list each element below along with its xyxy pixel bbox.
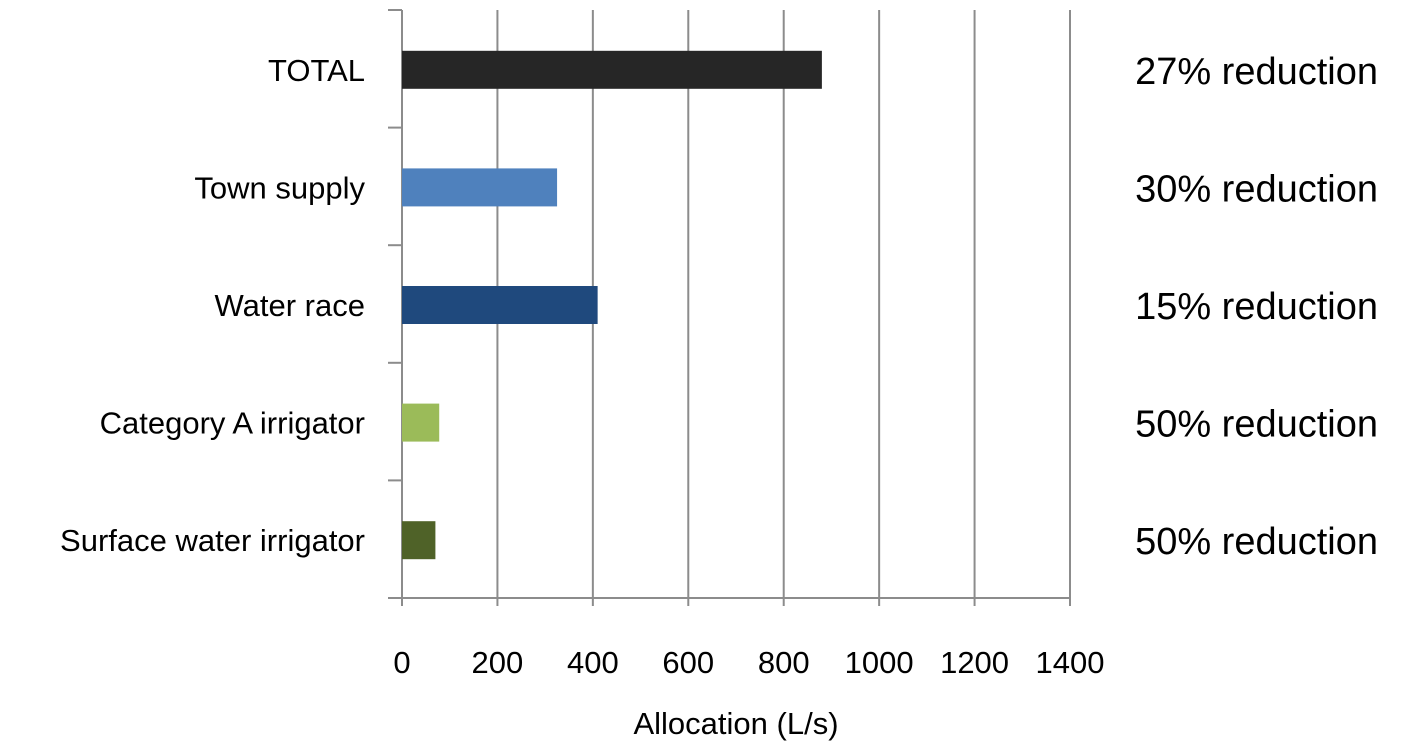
reduction-label: 50% reduction: [1135, 404, 1378, 446]
x-tick-label: 0: [393, 645, 410, 680]
bar: [402, 403, 440, 442]
reduction-label: 27% reduction: [1135, 51, 1378, 93]
x-tick-label: 600: [662, 645, 714, 680]
bar: [402, 521, 436, 560]
x-tick-label: 200: [472, 645, 524, 680]
bars: [402, 50, 822, 560]
x-tick-label: 800: [758, 645, 810, 680]
category-label: TOTAL: [268, 53, 365, 88]
bar: [402, 50, 822, 89]
x-tick-label: 1200: [940, 645, 1009, 680]
category-label: Town supply: [194, 170, 365, 205]
x-tick-label: 1000: [845, 645, 914, 680]
x-tick-labels: 0 200 400 600 800 1000 1200 1400: [393, 645, 1104, 680]
category-labels: TOTAL Town supply Water race Category A irr…: [60, 53, 365, 558]
reduction-annotations: 27% reduction 30% reduction 15% reduction 5…: [1135, 51, 1378, 563]
bar: [402, 168, 558, 207]
category-label: Water race: [215, 288, 365, 323]
reduction-label: 30% reduction: [1135, 168, 1378, 210]
bar: [402, 286, 598, 324]
x-axis-title: Allocation (L/s): [633, 706, 838, 741]
category-label: Surface water irrigator: [60, 523, 365, 558]
category-label: Category A irrigator: [100, 406, 365, 441]
gridlines: [496, 10, 1071, 598]
reduction-label: 15% reduction: [1135, 286, 1378, 328]
x-tick-label: 400: [567, 645, 619, 680]
reduction-label: 50% reduction: [1135, 521, 1378, 563]
x-tick-label: 1400: [1036, 645, 1105, 680]
